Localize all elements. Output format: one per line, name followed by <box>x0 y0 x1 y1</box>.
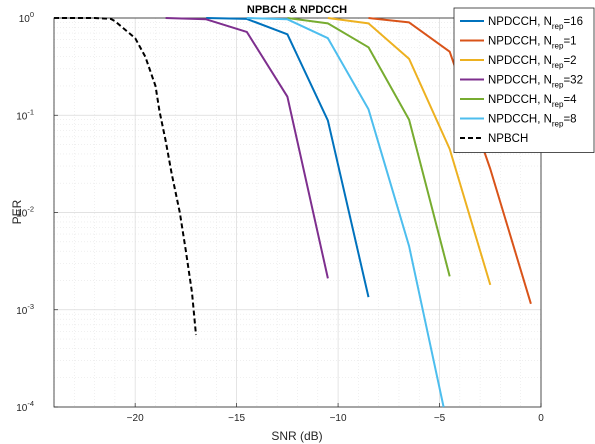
legend-entry: NPDCCH, Nrep=2 <box>488 55 577 70</box>
x-tick-label: −20 <box>127 413 144 424</box>
x-tick-label: −10 <box>330 413 347 424</box>
y-tick-label: 10-3 <box>16 302 34 317</box>
y-tick-label: 10-1 <box>16 107 34 122</box>
legend-entry: NPDCCH, Nrep=1 <box>488 36 577 51</box>
y-axis-label: PER <box>10 199 24 224</box>
series-line <box>368 17 532 305</box>
x-axis-label: SNR (dB) <box>271 429 322 443</box>
series-line <box>327 17 492 286</box>
series-line <box>287 17 451 277</box>
series-line <box>206 17 370 298</box>
legend-entry: NPDCCH, Nrep=8 <box>488 114 577 129</box>
legend-entry: NPDCCH, Nrep=32 <box>488 75 583 90</box>
y-tick-label: 100 <box>19 10 34 25</box>
series-line <box>165 17 329 279</box>
x-tick-label: −15 <box>228 413 245 424</box>
grid <box>53 17 542 408</box>
series-group <box>54 17 532 408</box>
legend-entry: NPDCCH, Nrep=4 <box>488 94 577 109</box>
x-tick-label: 0 <box>538 413 544 424</box>
chart-title: NPBCH & NPDCCH <box>247 4 347 16</box>
series-line <box>246 17 445 408</box>
legend-entry: NPBCH <box>488 133 528 145</box>
series-line <box>54 17 197 336</box>
legend-entry: NPDCCH, Nrep=16 <box>488 16 583 31</box>
y-tick-label: 10-4 <box>16 399 34 414</box>
ticks: −20 −15 −10 −5 0 10-4 10-3 10-2 10-1 100 <box>16 10 544 424</box>
legend: NPDCCH, Nrep=16 NPDCCH, Nrep=1 NPDCCH, Nre… <box>453 7 595 153</box>
x-tick-label: −5 <box>434 413 446 424</box>
y-tick-label: 10-2 <box>16 205 34 220</box>
